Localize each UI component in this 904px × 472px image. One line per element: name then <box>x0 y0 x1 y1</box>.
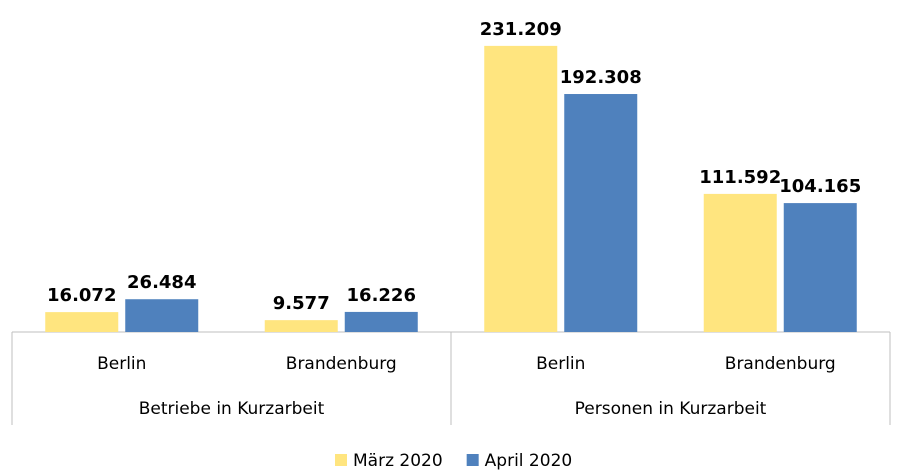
legend-label: März 2020 <box>353 451 443 471</box>
bar <box>45 312 119 332</box>
group-label: Personen in Kurzarbeit <box>575 399 767 419</box>
bar <box>564 94 638 332</box>
legend-label: April 2020 <box>485 451 573 471</box>
bar <box>264 320 338 332</box>
bar <box>344 311 418 332</box>
x-tick-label: Brandenburg <box>286 354 397 374</box>
data-label: 26.484 <box>127 272 196 293</box>
x-tick-label: Berlin <box>536 354 585 374</box>
bar <box>703 193 777 332</box>
group-label: Betriebe in Kurzarbeit <box>139 399 325 419</box>
data-label: 9.577 <box>273 293 330 314</box>
bar <box>125 299 199 332</box>
data-label: 104.165 <box>779 176 861 197</box>
x-tick-label: Brandenburg <box>725 354 836 374</box>
legend-swatch <box>335 454 347 466</box>
data-label: 111.592 <box>699 167 781 188</box>
bar <box>783 203 857 332</box>
bar <box>484 45 558 332</box>
x-tick-label: Berlin <box>97 354 146 374</box>
data-label: 16.072 <box>47 285 116 306</box>
data-label: 16.226 <box>347 285 416 306</box>
data-label: 192.308 <box>560 67 642 88</box>
legend-swatch <box>466 454 479 466</box>
data-label: 231.209 <box>480 19 562 40</box>
